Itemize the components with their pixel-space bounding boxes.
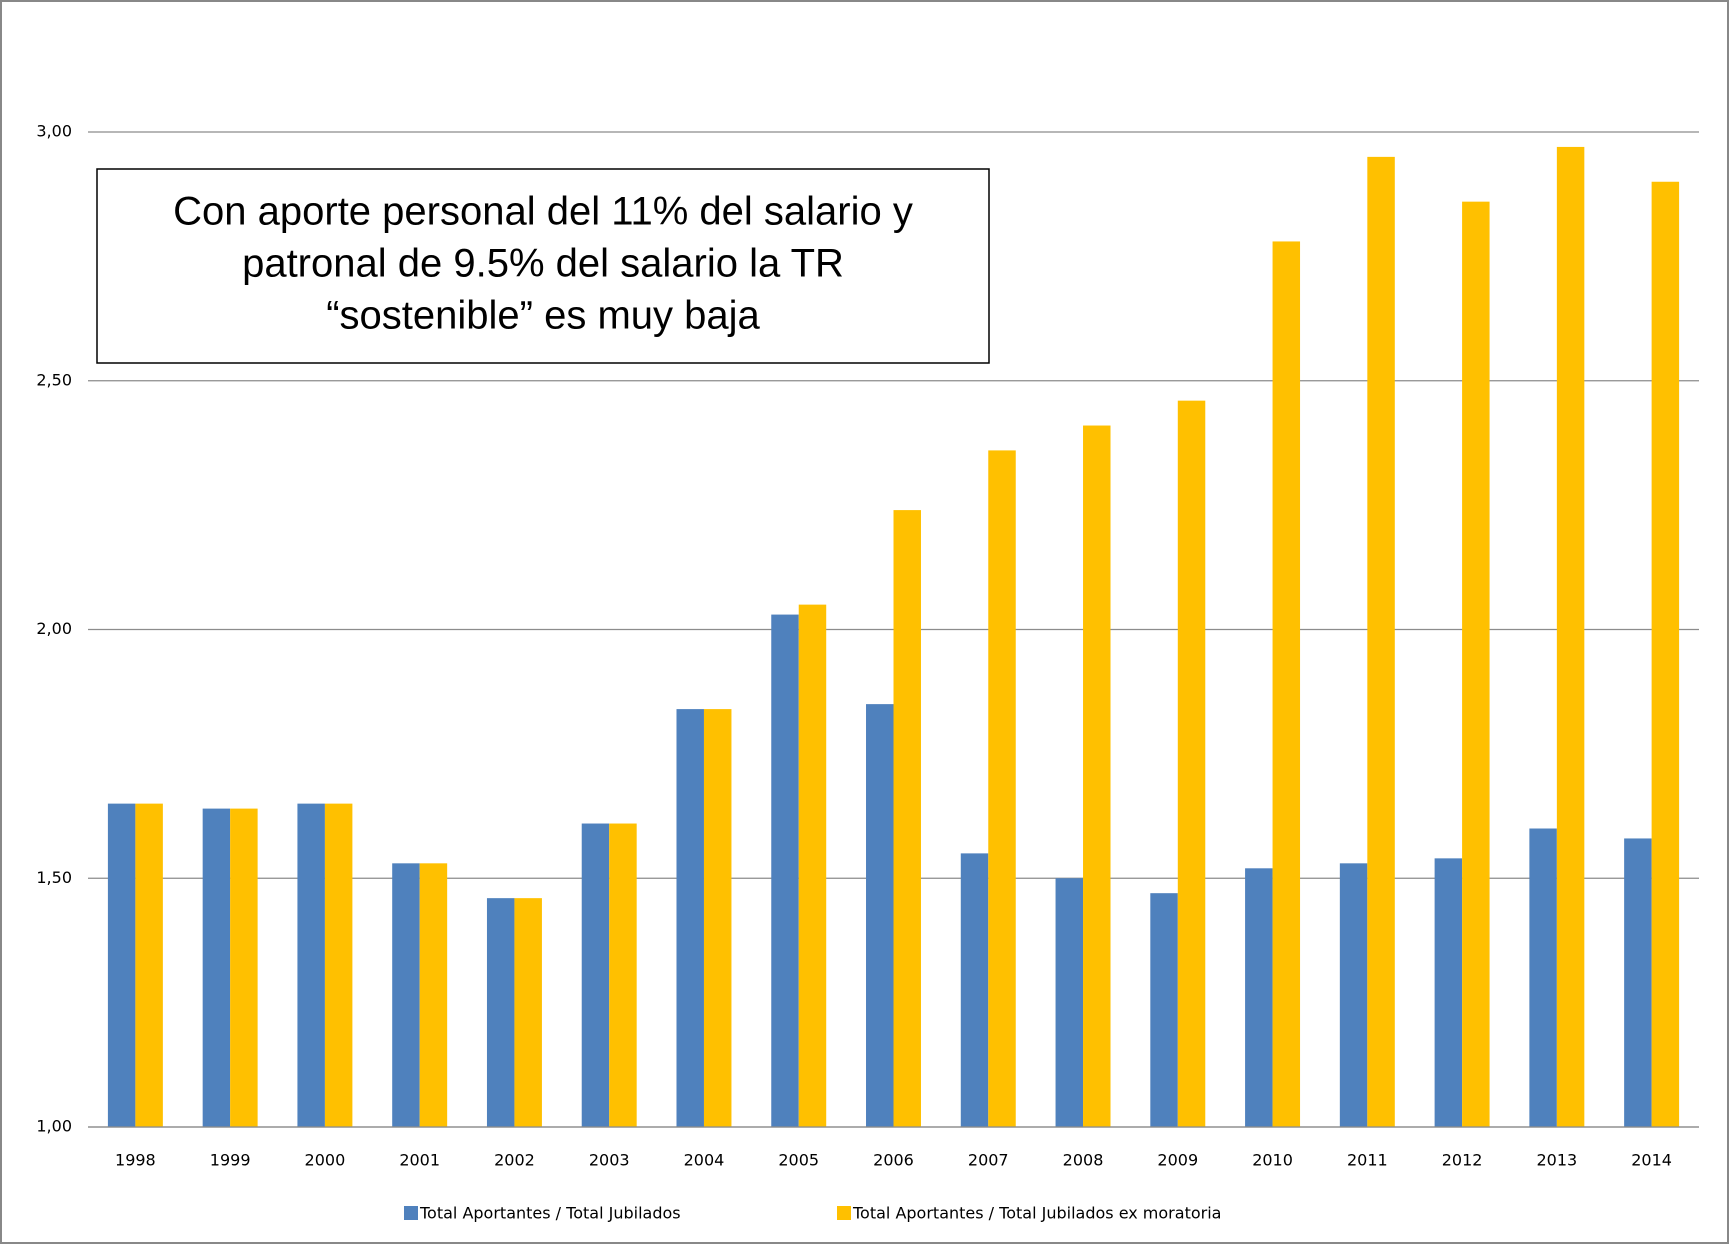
x-tick-label: 2000 <box>305 1151 346 1170</box>
annotation-box <box>96 168 990 364</box>
bar <box>1177 400 1206 1127</box>
y-tick-label: 1,50 <box>36 868 72 887</box>
x-tick-label: 2010 <box>1252 1151 1293 1170</box>
bar <box>107 803 136 1127</box>
bar <box>988 450 1016 1127</box>
bar <box>1083 425 1111 1127</box>
bar <box>771 614 799 1127</box>
bar <box>230 808 258 1127</box>
x-tick-label: 2011 <box>1347 1151 1388 1170</box>
bar <box>581 823 610 1127</box>
legend-label: Total Aportantes / Total Jubilados <box>419 1204 681 1223</box>
x-tick-label: 2001 <box>399 1151 440 1170</box>
bar <box>135 803 163 1127</box>
bar <box>798 604 827 1127</box>
legend-label: Total Aportantes / Total Jubilados ex mo… <box>852 1204 1221 1223</box>
y-tick-label: 1,00 <box>36 1117 72 1136</box>
bar <box>960 853 989 1127</box>
bar <box>1150 893 1178 1127</box>
y-tick-label: 2,00 <box>36 619 72 638</box>
annotation-text: Con aporte personal del 11% del salario … <box>173 190 913 234</box>
x-tick-label: 2005 <box>778 1151 819 1170</box>
y-tick-label: 3,00 <box>36 122 72 141</box>
bar <box>676 709 704 1127</box>
x-tick-label: 2007 <box>968 1151 1009 1170</box>
annotation-text: “sostenible” es muy baja <box>326 294 760 338</box>
legend-swatch <box>404 1206 418 1220</box>
x-tick-label: 2004 <box>684 1151 725 1170</box>
bar <box>1367 156 1395 1127</box>
y-tick-label: 2,50 <box>36 370 72 389</box>
bar <box>1055 878 1084 1127</box>
bar <box>202 808 231 1127</box>
bar <box>1529 828 1557 1127</box>
x-tick-label: 2008 <box>1063 1151 1104 1170</box>
x-tick-label: 2014 <box>1631 1151 1672 1170</box>
x-tick-label: 2002 <box>494 1151 535 1170</box>
bar <box>866 704 894 1127</box>
bar <box>1339 863 1368 1127</box>
bar <box>1245 868 1273 1127</box>
bar <box>1624 838 1652 1127</box>
x-tick-label: 2003 <box>589 1151 630 1170</box>
x-tick-label: 2006 <box>873 1151 914 1170</box>
bar <box>1651 181 1680 1127</box>
bar <box>1462 201 1490 1127</box>
bar <box>514 898 542 1127</box>
bar <box>1556 146 1585 1128</box>
x-tick-label: 1999 <box>210 1151 251 1170</box>
x-tick-label: 1998 <box>115 1151 156 1170</box>
bar <box>1272 241 1301 1127</box>
bar <box>419 863 448 1127</box>
bar <box>297 803 325 1127</box>
bar <box>392 863 420 1127</box>
bar <box>893 510 921 1128</box>
bar <box>324 803 353 1127</box>
x-tick-label: 2009 <box>1157 1151 1198 1170</box>
bar <box>703 709 732 1127</box>
bar <box>609 823 637 1127</box>
bar <box>1434 858 1463 1127</box>
annotation-text: patronal de 9.5% del salario la TR <box>242 242 844 286</box>
x-tick-label: 2013 <box>1536 1151 1577 1170</box>
x-tick-label: 2012 <box>1442 1151 1483 1170</box>
legend-swatch <box>837 1206 851 1220</box>
bar <box>486 898 515 1127</box>
